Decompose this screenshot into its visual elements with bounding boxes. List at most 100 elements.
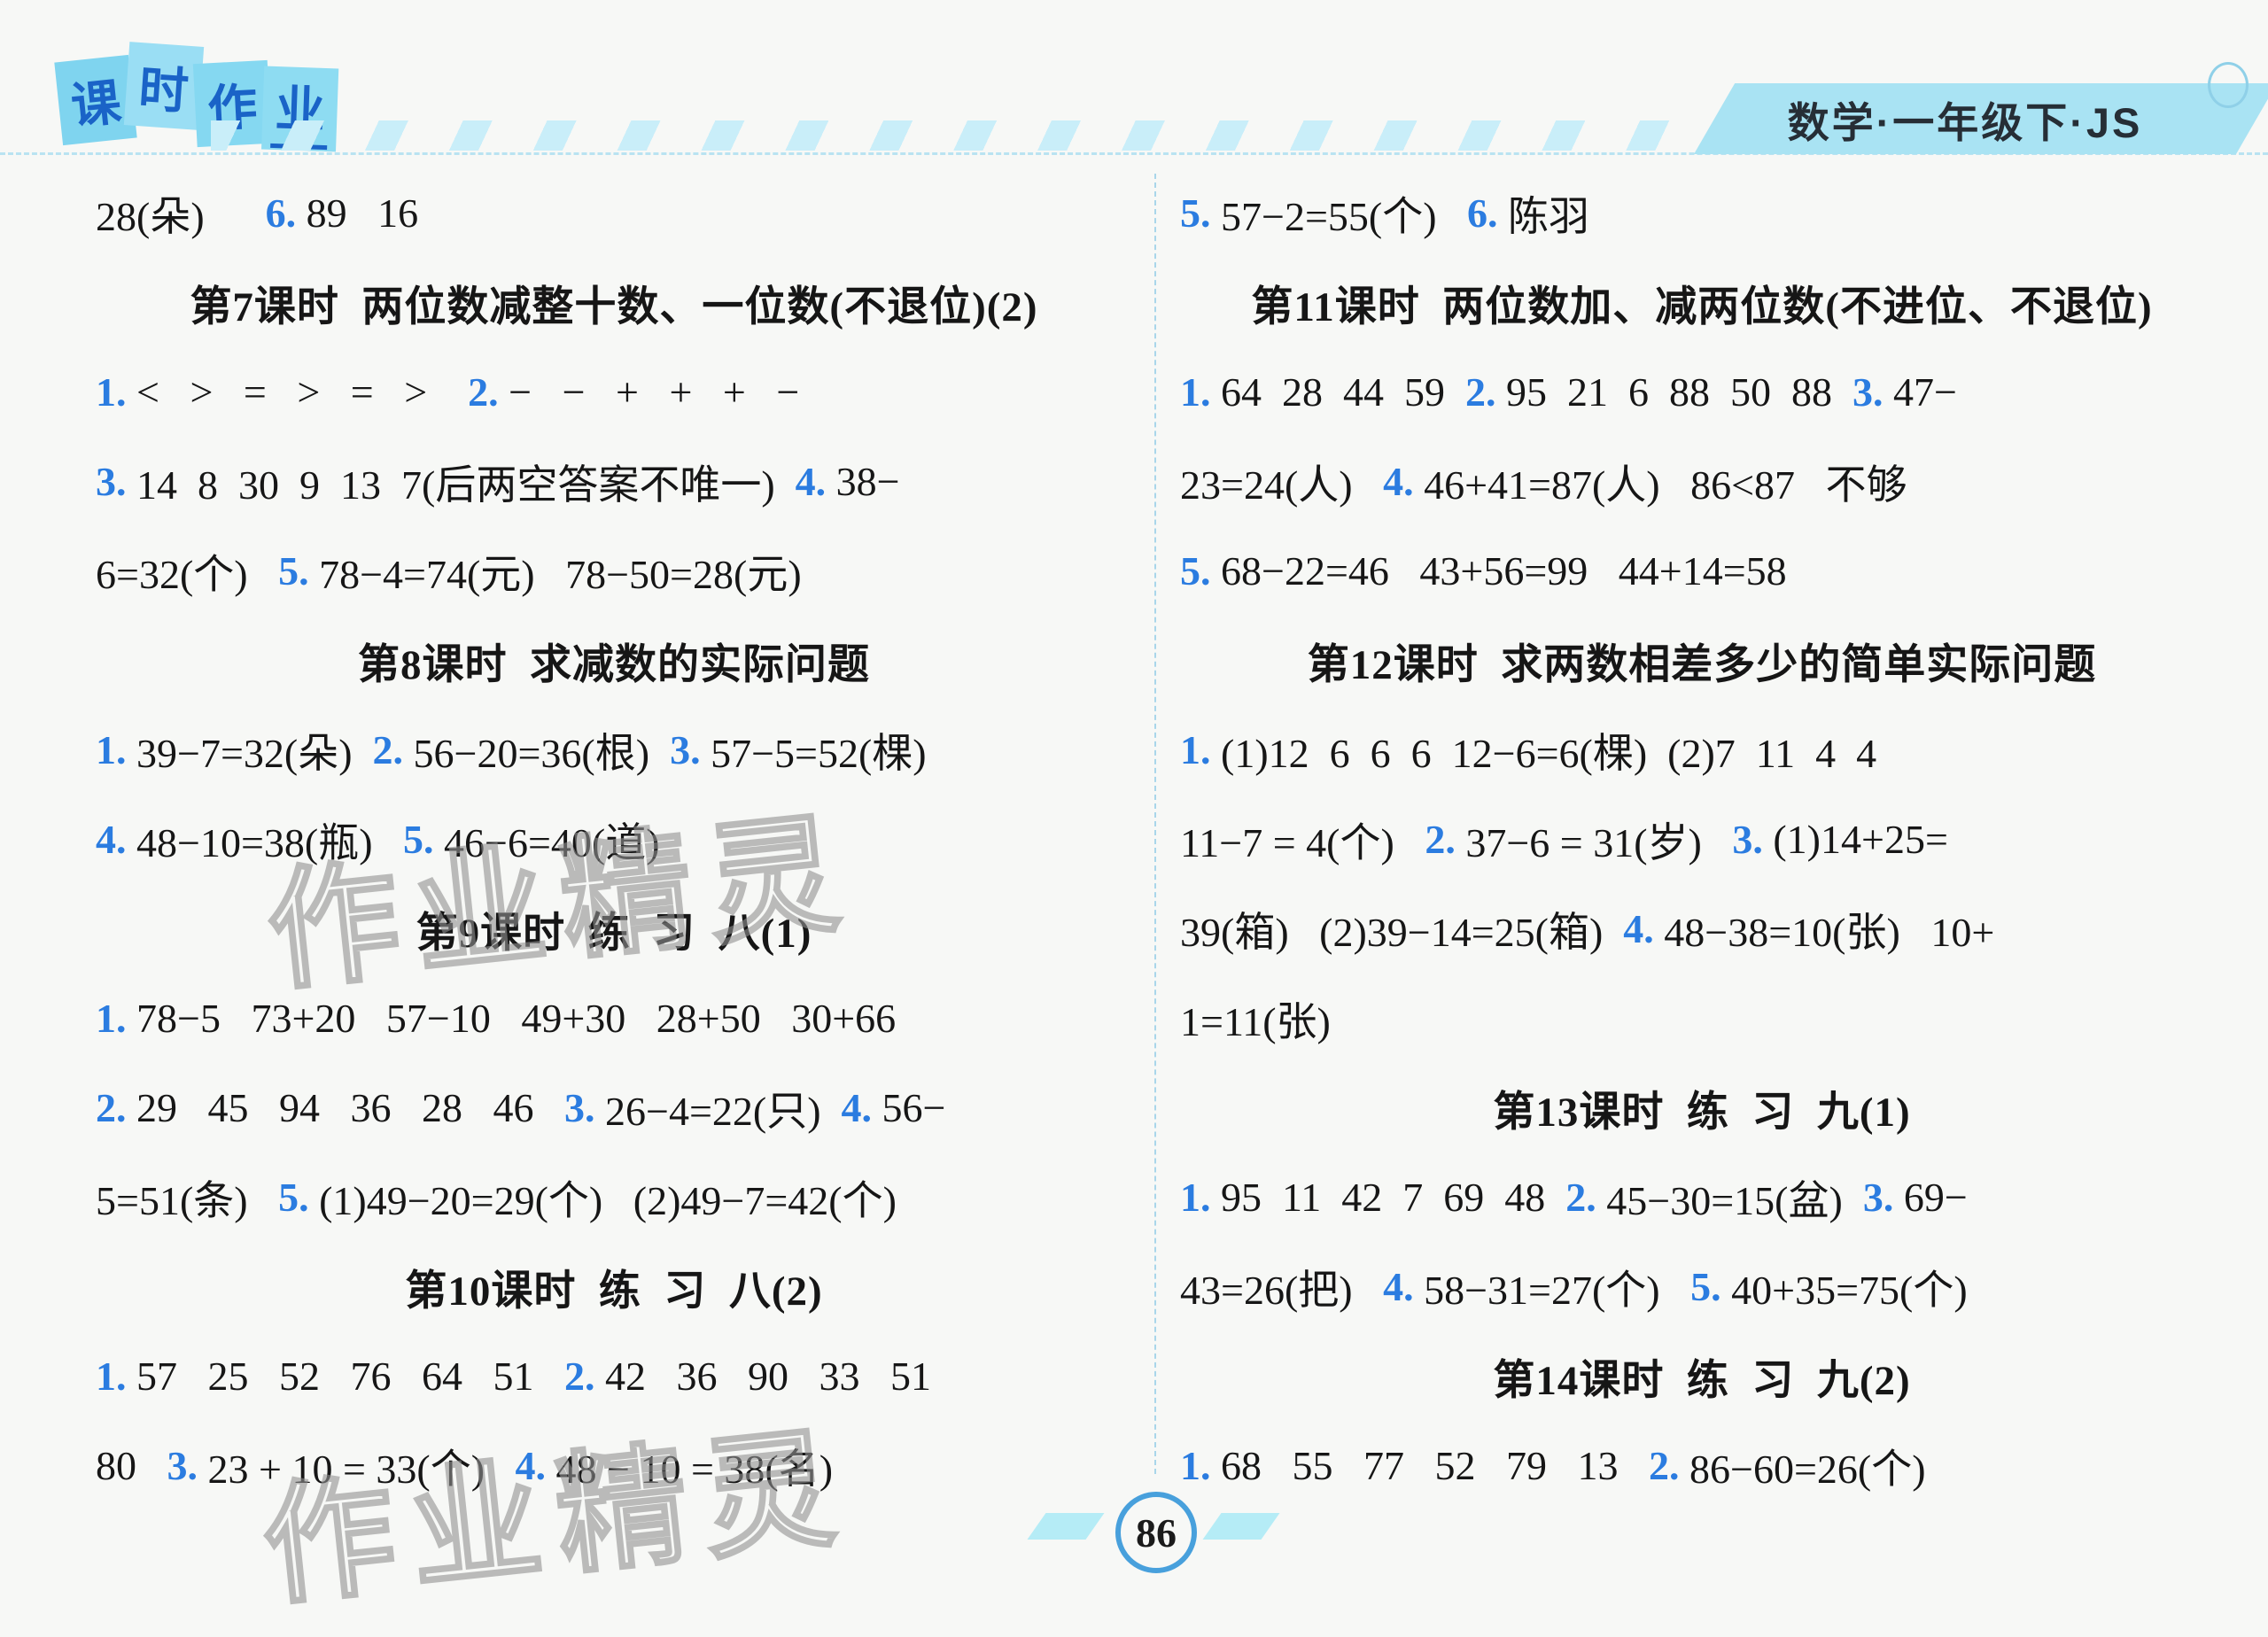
item-number: 1. <box>96 1354 136 1399</box>
answer-text: 48−10=38(瓶) <box>136 819 404 865</box>
answer-line: 11−7 = 4(个) 2. 37−6 = 31(岁) 3. (1)14+25= <box>1180 795 2224 884</box>
answer-line: 80 3. 23 + 10 = 33(个) 4. 48 − 10 = 38(名) <box>96 1421 1132 1510</box>
logo-char: 时 <box>136 59 190 120</box>
answer-text: 64 28 44 59 <box>1221 369 1465 415</box>
answer-text: 58−31=27(个) <box>1424 1267 1691 1313</box>
section-heading: 第13课时 练 习 九(1) <box>1493 1090 1911 1136</box>
answer-text: < > = > = > <box>136 369 469 415</box>
item-number: 1. <box>1180 727 1221 772</box>
answer-line: 2. 29 45 94 36 28 46 3. 26−4=22(只) 4. 56… <box>96 1063 1132 1152</box>
item-number: 5. <box>1180 190 1221 236</box>
item-number: 3. <box>167 1443 208 1488</box>
answer-text: 47− <box>1893 369 1957 415</box>
answer-text: 45−30=15(盆) <box>1606 1177 1863 1223</box>
answer-text: (1)14+25= <box>1773 817 1948 862</box>
item-number: 5. <box>278 1175 320 1220</box>
answer-text: 57 25 52 76 64 51 <box>136 1354 564 1399</box>
answer-line: 1. 68 55 77 52 79 13 2. 86−60=26(个) <box>1180 1421 2224 1510</box>
item-number: 4. <box>515 1443 556 1488</box>
section-heading: 第14课时 练 习 九(2) <box>1493 1358 1911 1404</box>
answer-text: 11−7 = 4(个) <box>1180 819 1425 865</box>
answer-text: 1=11(张) <box>1180 998 1331 1044</box>
item-number: 4. <box>795 459 836 504</box>
answer-text: 95 21 6 88 50 88 <box>1506 369 1852 415</box>
answer-text: 46+41=87(人) 86<87 不够 <box>1424 462 1907 508</box>
item-number: 1. <box>1180 1175 1221 1220</box>
section-heading: 第9课时 练 习 八(1) <box>416 911 812 957</box>
answer-text: 48 − 10 = 38(名) <box>555 1446 834 1492</box>
answer-line: 6=32(个) 5. 78−4=74(元) 78−50=28(元) <box>96 526 1132 616</box>
item-number: 2. <box>96 1085 136 1130</box>
answer-text: 95 11 42 7 69 48 <box>1221 1175 1566 1220</box>
section-heading: 第10课时 练 习 八(2) <box>405 1268 823 1315</box>
answer-text: 38− <box>835 459 900 504</box>
answer-text: 39(箱) (2)39−14=25(箱) <box>1180 909 1624 955</box>
answer-line: 1. 57 25 52 76 64 51 2. 42 36 90 33 51 <box>96 1331 1132 1421</box>
wing-decoration <box>1202 1513 1280 1540</box>
answer-line: 1. 64 28 44 59 2. 95 21 6 88 50 88 3. 47… <box>1180 347 2224 437</box>
answer-line: 23=24(人) 4. 46+41=87(人) 86<87 不够 <box>1180 437 2224 526</box>
item-number: 2. <box>1565 1175 1607 1220</box>
item-number: 5. <box>278 548 320 594</box>
answer-text: 57−5=52(棵) <box>711 730 927 776</box>
item-number: 3. <box>564 1085 605 1130</box>
answer-text: 14 8 30 9 13 7(后两空答案不唯一) <box>136 462 796 508</box>
item-number: 1. <box>96 996 136 1041</box>
logo-block: 课 <box>54 54 137 146</box>
item-number: 3. <box>1862 1175 1904 1220</box>
answer-text: 39−7=32(朵) <box>136 730 373 776</box>
section-heading: 第7课时 两位数减整十数、一位数(不退位)(2) <box>190 284 1038 330</box>
answer-text: 68−22=46 43+56=99 44+14=58 <box>1221 548 1787 594</box>
item-number: 6. <box>1467 190 1509 236</box>
answer-line: 1. (1)12 6 6 6 12−6=6(棵) (2)7 11 4 4 <box>1180 705 2224 795</box>
wing-decoration <box>1027 1513 1105 1540</box>
answer-text: 86−60=26(个) <box>1689 1446 1926 1492</box>
answer-text: 56− <box>882 1085 946 1130</box>
answer-text: − − + + + − <box>509 369 800 415</box>
section-heading: 第11课时 两位数加、减两位数(不进位、不退位) <box>1251 284 2153 330</box>
answer-text: 40+35=75(个) <box>1731 1267 1968 1313</box>
logo-block: 时 <box>123 42 205 130</box>
item-number: 1. <box>96 369 136 415</box>
answer-text: 80 <box>96 1443 167 1488</box>
item-number: 4. <box>1383 1264 1425 1309</box>
column-divider <box>1154 174 1156 1474</box>
answer-line: 1=11(张) <box>1180 974 2224 1063</box>
item-number: 2. <box>1649 1443 1689 1488</box>
item-number: 3. <box>1852 369 1893 415</box>
answer-text: (1)12 6 6 6 12−6=6(棵) (2)7 11 4 4 <box>1221 730 1877 776</box>
answer-text: 29 45 94 36 28 46 <box>136 1085 564 1130</box>
answer-text: 26−4=22(只) <box>605 1088 842 1134</box>
edition-label: 数学·一年级下·JS <box>1787 98 2143 146</box>
answer-text: 23=24(人) <box>1180 462 1384 508</box>
answer-line: 1. 39−7=32(朵) 2. 56−20=36(根) 3. 57−5=52(… <box>96 705 1132 795</box>
logo-char: 课 <box>68 73 124 135</box>
answer-text: 28(朵) <box>96 193 266 239</box>
answer-text: 23 + 10 = 33(个) <box>207 1446 516 1492</box>
answer-text: 37−6 = 31(岁) <box>1465 819 1733 865</box>
answer-text: 69− <box>1903 1175 1968 1220</box>
item-number: 2. <box>468 369 509 415</box>
answer-text: 78−4=74(元) 78−50=28(元) <box>319 551 802 597</box>
item-number: 4. <box>96 817 136 862</box>
answer-line: 43=26(把) 4. 58−31=27(个) 5. 40+35=75(个) <box>1180 1242 2224 1331</box>
answer-line: 28(朵) 6. 89 16 <box>96 168 1132 258</box>
left-answer-column: 28(朵) 6. 89 16 第7课时 两位数减整十数、一位数(不退位)(2) 1.… <box>96 168 1132 1510</box>
edition-banner: 数学·一年级下·JS <box>1694 62 2268 154</box>
answer-text: 48−38=10(张) 10+ <box>1664 909 1995 955</box>
answer-text: (1)49−20=29(个) (2)49−7=42(个) <box>319 1177 897 1223</box>
answer-line: 5. 57−2=55(个) 6. 陈羽 <box>1180 168 2224 258</box>
answer-text: 89 16 <box>306 190 419 236</box>
item-number: 3. <box>1732 817 1774 862</box>
item-number: 5. <box>403 817 445 862</box>
section-heading: 第8课时 求减数的实际问题 <box>358 642 870 688</box>
decorative-stripes <box>211 120 1673 151</box>
item-number: 5. <box>1180 548 1221 594</box>
answer-line: 39(箱) (2)39−14=25(箱) 4. 48−38=10(张) 10+ <box>1180 884 2224 974</box>
answer-text: 5=51(条) <box>96 1177 279 1223</box>
answer-line: 4. 48−10=38(瓶) 5. 46−6=40(道) <box>96 795 1132 884</box>
item-number: 2. <box>1425 817 1466 862</box>
answer-line: 1. 95 11 42 7 69 48 2. 45−30=15(盆) 3. 69… <box>1180 1152 2224 1242</box>
item-number: 1. <box>96 727 136 772</box>
